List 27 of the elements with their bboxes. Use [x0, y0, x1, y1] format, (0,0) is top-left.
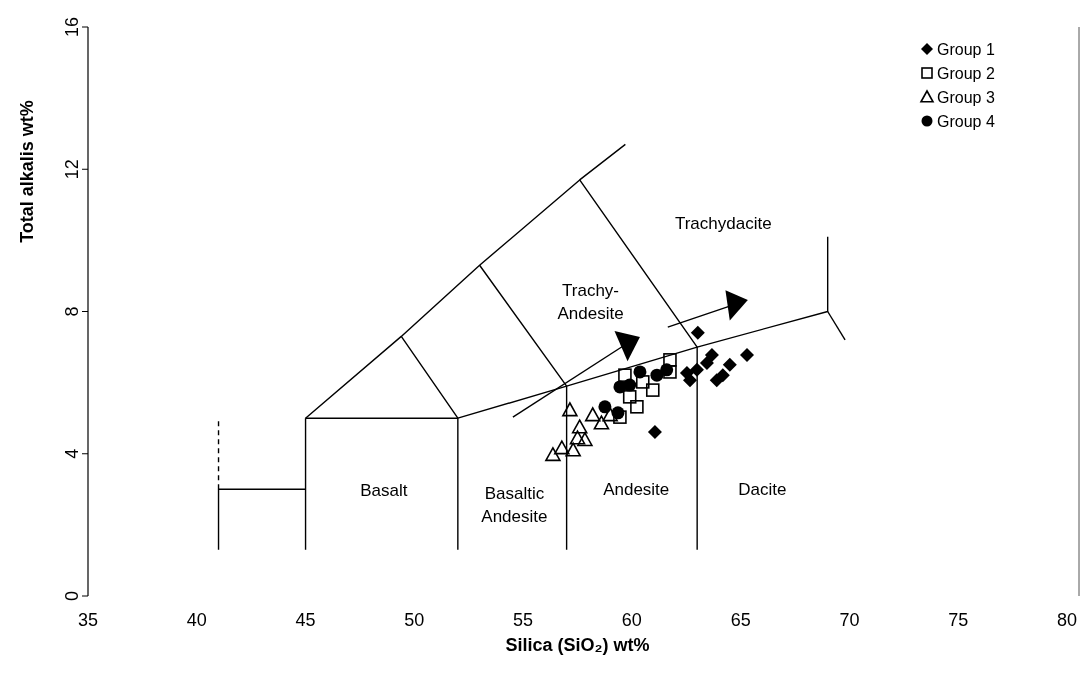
y-tick-label: 4 — [62, 448, 82, 459]
annotation: Trachy- Andesite — [557, 280, 624, 323]
annotation: Dacite — [738, 480, 787, 500]
annotation: Trachydacite — [674, 213, 772, 233]
y-axis-title: Total alkalis wt% — [17, 100, 37, 243]
x-tick-label: 65 — [730, 610, 751, 630]
legend-label: Group 1 — [937, 41, 995, 58]
x-axis-title: Silica (SiO₂) wt% — [505, 635, 650, 655]
x-tick-label: 70 — [839, 610, 860, 630]
y-tick-label: 8 — [62, 306, 82, 317]
x-tick-label: 50 — [404, 610, 425, 630]
x-tick-label: 40 — [186, 610, 207, 630]
y-tick-label: 12 — [62, 159, 82, 180]
annotation: Andesite — [603, 480, 670, 500]
y-tick-label: 16 — [62, 16, 82, 38]
x-tick-label: 35 — [77, 610, 99, 630]
legend-label: Group 2 — [937, 65, 995, 82]
x-tick-label: 55 — [513, 610, 534, 630]
x-tick-label: 75 — [948, 610, 969, 630]
legend-label: Group 3 — [937, 89, 995, 106]
x-tick-label: 45 — [295, 610, 316, 630]
y-tick-label: 0 — [62, 590, 82, 602]
annotation: Basaltic Andesite — [481, 483, 548, 526]
x-tick-label: 60 — [621, 610, 642, 630]
annotation: Basalt — [360, 481, 408, 501]
x-tick-label: 80 — [1056, 610, 1078, 630]
legend-label: Group 4 — [937, 113, 995, 130]
